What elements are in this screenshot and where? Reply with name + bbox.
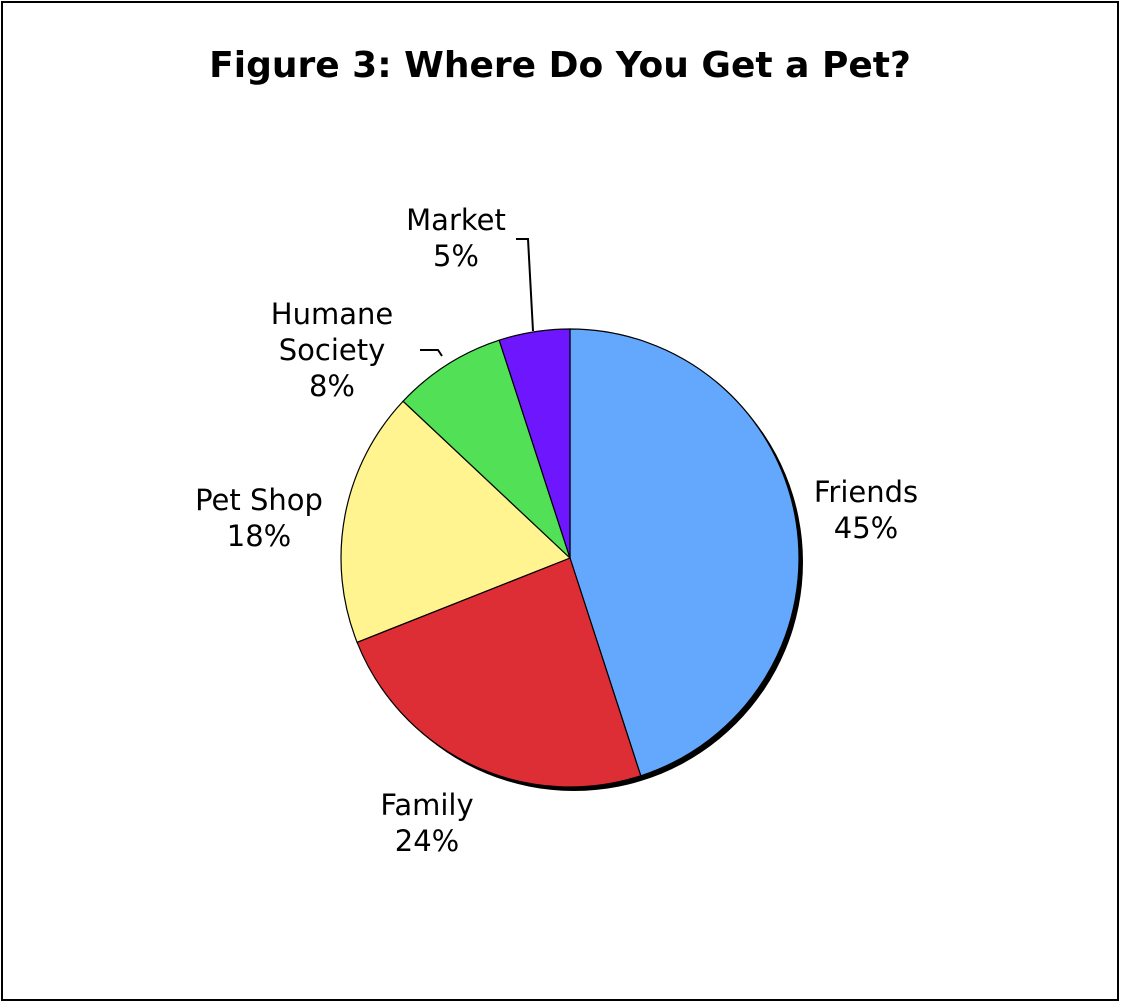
slice-label-family: Family 24% — [380, 788, 473, 858]
pie-slice-friends — [569, 328, 800, 777]
slice-label-market: Market 5% — [406, 203, 506, 273]
slice-label-pet-shop: Pet Shop 18% — [195, 483, 323, 553]
slice-label-friends: Friends 45% — [814, 475, 918, 545]
slice-label-humane-society: Humane Society 8% — [271, 297, 393, 403]
pie-slice-market — [498, 328, 571, 559]
pie-slice-humane-society — [402, 339, 571, 559]
leader-line-market — [516, 238, 534, 332]
leader-line-humane-society — [420, 349, 443, 357]
chart-title: Figure 3: Where Do You Get a Pet? — [209, 45, 911, 86]
pie-slice-family — [356, 557, 642, 788]
pie-slice-pet-shop — [340, 400, 572, 644]
